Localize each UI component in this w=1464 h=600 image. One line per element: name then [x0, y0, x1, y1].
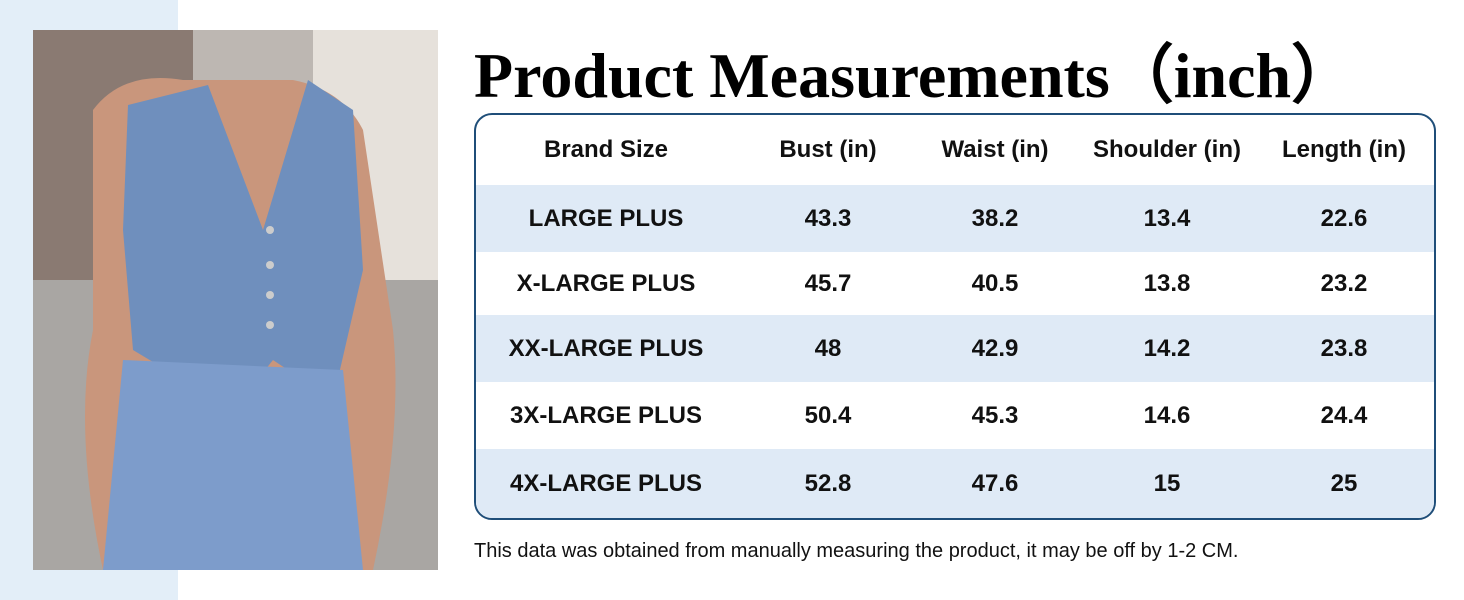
measurement: 43.3 [804, 204, 852, 232]
size-label: 4X-LARGE PLUS [509, 469, 703, 497]
measurement: 38.2 [971, 204, 1019, 232]
measurement: 13.4 [1143, 204, 1191, 232]
measurement: 42.9 [971, 334, 1019, 362]
size-table: Brand Size Bust (in) Waist (in) Shoulder (i… [474, 113, 1436, 520]
measurement: 50.4 [804, 401, 852, 429]
measurement: 45.3 [971, 401, 1019, 429]
measurement: 14.2 [1143, 334, 1191, 362]
size-label: 3X-LARGE PLUS [509, 401, 703, 429]
measurement: 23.2 [1320, 269, 1368, 297]
measurement: 15 [1153, 469, 1181, 497]
product-photo [33, 30, 438, 570]
measurement: 48 [814, 334, 842, 362]
measurement: 24.4 [1320, 401, 1368, 429]
measurement: 25 [1330, 469, 1358, 497]
table-row: 3X-LARGE PLUS 50.4 45.3 14.6 24.4 [476, 382, 1434, 449]
measurement: 22.6 [1320, 204, 1368, 232]
table-row: XX-LARGE PLUS 48 42.9 14.2 23.8 [476, 315, 1434, 382]
measurement: 47.6 [971, 469, 1019, 497]
measurement: 14.6 [1143, 401, 1191, 429]
table-row: X-LARGE PLUS 45.7 40.5 13.8 23.2 [476, 252, 1434, 315]
table-row: 4X-LARGE PLUS 52.8 47.6 15 25 [476, 449, 1434, 518]
title: Product Measurements（inch） [474, 40, 1356, 111]
measurement: 13.8 [1143, 269, 1191, 297]
measurement: 52.8 [804, 469, 852, 497]
size-label: X-LARGE PLUS [516, 269, 696, 297]
footnote: This data was obtained from manually mea… [474, 540, 1239, 562]
column-header: Brand Size [543, 136, 669, 163]
column-header: Waist (in) [941, 136, 1049, 163]
header-row: Brand Size Bust (in) Waist (in) Shoulder (i… [476, 115, 1434, 185]
column-header: Bust (in) [779, 136, 877, 163]
measurement: 23.8 [1320, 334, 1368, 362]
table-row: LARGE PLUS 43.3 38.2 13.4 22.6 [476, 185, 1434, 252]
column-header: Length (in) [1282, 136, 1406, 163]
size-label: XX-LARGE PLUS [508, 334, 704, 362]
size-label: LARGE PLUS [528, 204, 684, 232]
column-header: Shoulder (in) [1093, 136, 1241, 163]
measurement: 45.7 [804, 269, 852, 297]
measurement: 40.5 [971, 269, 1019, 297]
